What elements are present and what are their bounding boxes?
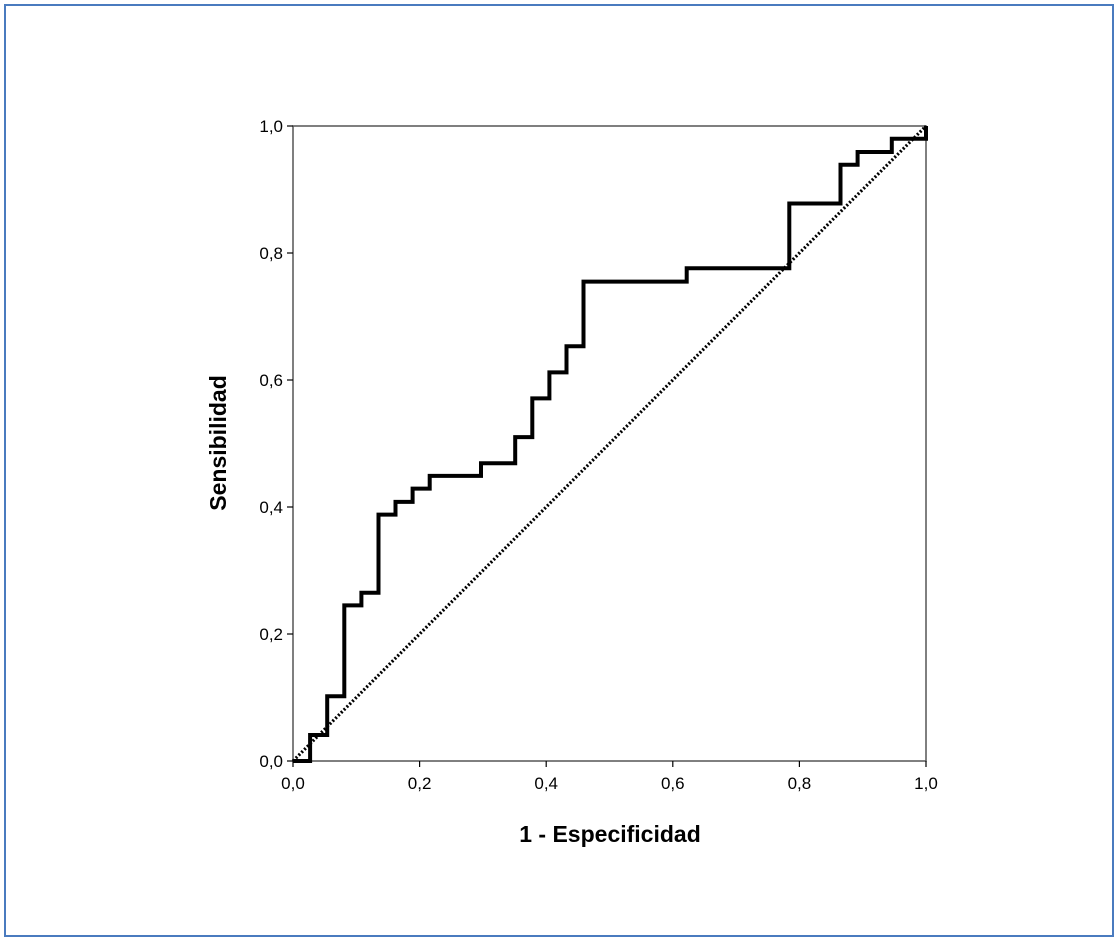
x-tick-label: 0,6 <box>661 774 685 793</box>
x-tick-label: 0,4 <box>534 774 558 793</box>
x-axis-title: 1 - Especificidad <box>519 821 701 847</box>
x-tick-label: 0,2 <box>408 774 432 793</box>
y-tick-label: 0,0 <box>259 752 283 771</box>
plot-area <box>291 124 928 763</box>
y-tick-label: 0,4 <box>259 498 283 517</box>
y-tick-label: 0,8 <box>259 244 283 263</box>
roc-curve-line <box>293 126 928 763</box>
y-tick-label: 0,6 <box>259 371 283 390</box>
y-tick-label: 0,2 <box>259 625 283 644</box>
x-tick-label: 0,8 <box>788 774 812 793</box>
chart-frame <box>4 4 1114 937</box>
y-tick-label: 1,0 <box>259 117 283 136</box>
x-tick-label: 0,0 <box>281 774 305 793</box>
plot-border <box>292 125 927 762</box>
axis-ticks: 0,0 0,2 0,4 0,6 0,8 1,0 0,0 0,2 0,4 0,6 0,8 1,0 <box>259 117 937 793</box>
x-tick-label: 1,0 <box>914 774 938 793</box>
reference-diagonal-line <box>291 124 928 763</box>
y-axis-title: Sensibilidad <box>205 375 231 510</box>
